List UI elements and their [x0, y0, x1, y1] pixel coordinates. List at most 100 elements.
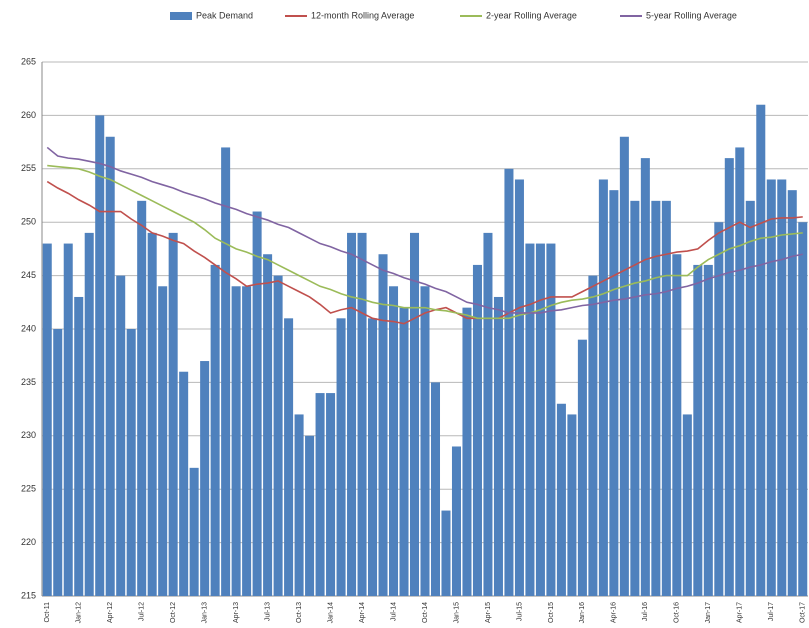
- legend-label: 12-month Rolling Average: [311, 10, 414, 20]
- bar: [735, 147, 745, 596]
- y-tick-label: 245: [21, 270, 36, 280]
- bar: [420, 286, 430, 596]
- line-series: [46, 180, 803, 325]
- bar: [504, 168, 514, 597]
- bar: [84, 232, 94, 596]
- bar: [409, 232, 420, 596]
- x-tick-label: Oct-13: [296, 602, 303, 623]
- x-tick-label: Oct-17: [800, 602, 807, 623]
- line-series: [47, 164, 803, 320]
- x-tick-label: Oct-14: [422, 602, 429, 623]
- bar: [252, 211, 262, 596]
- bar: [766, 179, 776, 597]
- x-tick-label: Jul-15: [516, 602, 523, 621]
- x-tick-label: Apr-12: [107, 602, 114, 623]
- bar: [53, 329, 63, 596]
- bar: [137, 200, 147, 596]
- bar: [168, 232, 178, 596]
- bar: [556, 403, 566, 596]
- bar: [703, 264, 713, 596]
- y-tick-label: 225: [21, 484, 36, 494]
- bar: [493, 296, 503, 596]
- bar: [105, 136, 115, 596]
- y-tick-label: 215: [21, 590, 36, 600]
- bar: [598, 179, 608, 597]
- bar: [305, 435, 315, 596]
- x-tick-label: Jan-13: [201, 602, 208, 624]
- x-tick-label: Jul-13: [264, 602, 271, 621]
- bar: [147, 232, 157, 596]
- bar: [640, 158, 650, 596]
- bar: [336, 318, 346, 596]
- bar: [326, 393, 336, 596]
- bar: [158, 286, 168, 596]
- bar: [714, 222, 724, 596]
- bar: [430, 382, 441, 596]
- x-tick-label: Jan-14: [327, 602, 334, 624]
- x-tick-label: Jan-17: [705, 602, 712, 624]
- x-tick-label: Apr-16: [611, 602, 618, 623]
- x-tick-label: Apr-15: [485, 602, 492, 623]
- bar: [451, 446, 461, 596]
- bar: [441, 510, 451, 596]
- bar: [724, 158, 734, 596]
- x-tick-label: Jan-12: [76, 602, 83, 624]
- bar: [661, 200, 671, 596]
- bar: [651, 200, 661, 596]
- legend-label: 2-year Rolling Average: [486, 10, 577, 20]
- bar: [787, 190, 797, 596]
- bar: [483, 232, 493, 596]
- x-tick-label: Apr-14: [359, 602, 366, 623]
- x-tick-label: Oct-16: [674, 602, 681, 623]
- bar: [567, 414, 577, 596]
- legend-label: 5-year Rolling Average: [646, 10, 737, 20]
- bar: [609, 190, 619, 596]
- bar: [284, 318, 294, 596]
- bar: [126, 329, 136, 596]
- bar: [756, 104, 766, 596]
- bar: [472, 264, 482, 596]
- bar: [294, 414, 304, 596]
- x-tick-label: Jul-17: [768, 602, 775, 621]
- x-tick-label: Apr-13: [233, 602, 240, 623]
- legend-swatch: [170, 12, 192, 20]
- y-tick-label: 260: [21, 110, 36, 120]
- bar: [116, 275, 126, 596]
- bar: [263, 254, 273, 597]
- x-tick-label: Jul-14: [390, 602, 397, 621]
- y-tick-label: 230: [21, 430, 36, 440]
- x-tick-label: Oct-12: [170, 602, 177, 623]
- bar: [189, 467, 199, 596]
- y-tick-label: 220: [21, 537, 36, 547]
- bar: [231, 286, 241, 596]
- bar: [462, 307, 472, 596]
- y-tick-label: 250: [21, 217, 36, 227]
- bar: [242, 286, 252, 596]
- bar: [745, 200, 755, 596]
- bar: [63, 243, 73, 596]
- y-tick-label: 240: [21, 323, 36, 333]
- y-tick-label: 235: [21, 377, 36, 387]
- x-tick-label: Jan-16: [579, 602, 586, 624]
- x-tick-label: Oct-11: [44, 602, 51, 623]
- bar: [525, 243, 535, 596]
- bar: [399, 307, 409, 596]
- x-tick-label: Jul-16: [642, 602, 649, 621]
- bar: [672, 254, 682, 597]
- bar: [619, 136, 629, 596]
- bar: [95, 115, 105, 597]
- bar: [315, 393, 325, 596]
- bar: [74, 296, 84, 596]
- y-tick-label: 255: [21, 163, 36, 173]
- x-tick-label: Jul-12: [139, 602, 146, 621]
- bar: [514, 179, 524, 597]
- line-series: [46, 146, 803, 314]
- bar: [357, 232, 367, 596]
- y-tick-label: 265: [21, 56, 36, 66]
- bar: [693, 264, 703, 596]
- bar: [546, 243, 556, 596]
- bar: [221, 147, 231, 596]
- bar: [378, 254, 388, 597]
- bar: [273, 275, 283, 596]
